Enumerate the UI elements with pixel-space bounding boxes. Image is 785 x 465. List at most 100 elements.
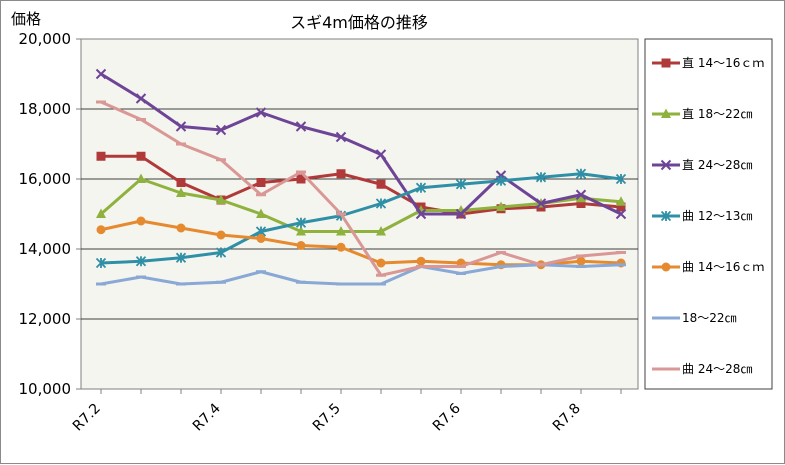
data-point — [256, 270, 266, 274]
data-point — [416, 256, 426, 266]
x-tick-label: R7.2 — [70, 401, 104, 435]
data-point — [376, 179, 386, 189]
data-point — [576, 254, 586, 258]
series-line — [101, 154, 622, 216]
series-7 — [96, 100, 626, 277]
data-point — [296, 280, 306, 284]
data-point — [176, 187, 186, 197]
data-point — [136, 173, 146, 183]
data-point — [95, 257, 107, 269]
data-point — [175, 252, 187, 263]
data-point — [295, 121, 307, 132]
data-point — [135, 256, 147, 267]
legend-label: 直 14～16ｃｍ — [682, 56, 764, 70]
data-point — [216, 230, 226, 240]
data-point — [456, 272, 466, 275]
x-tick-label: R7.8 — [550, 401, 584, 435]
data-point — [615, 173, 627, 185]
data-point — [375, 198, 387, 209]
data-point — [216, 158, 226, 162]
data-point — [176, 142, 186, 146]
data-point — [295, 217, 307, 228]
data-point — [576, 192, 586, 203]
data-point — [375, 149, 387, 160]
x-axis-ticks: R7.2 R7.4 R7.5 R7.6 R7.8 — [70, 389, 622, 435]
data-point — [576, 265, 586, 268]
data-point — [496, 251, 506, 254]
legend-label: 曲 24～28㎝ — [682, 362, 752, 376]
legend-label: 曲 14～16ｃｍ — [682, 260, 764, 274]
data-point — [376, 273, 386, 277]
data-point — [176, 223, 186, 233]
data-point — [136, 118, 146, 121]
data-point — [296, 241, 306, 250]
series-2 — [96, 173, 626, 236]
legend-label: 直 24～28㎝ — [682, 158, 752, 172]
data-point — [376, 258, 386, 268]
data-point — [456, 265, 466, 268]
series-3 — [95, 68, 627, 220]
data-point — [215, 124, 227, 136]
data-point — [215, 247, 227, 258]
data-point — [496, 201, 506, 211]
y-tick-label: 18,000 — [19, 100, 72, 118]
data-point — [176, 178, 186, 187]
data-point — [616, 251, 626, 254]
data-point — [575, 168, 587, 179]
data-point — [661, 367, 671, 371]
data-point — [660, 159, 672, 171]
data-point — [335, 131, 347, 143]
data-point — [415, 208, 427, 220]
data-point — [536, 263, 546, 267]
data-point — [336, 169, 346, 179]
data-point — [336, 242, 346, 252]
data-point — [296, 174, 306, 184]
data-point — [96, 100, 106, 104]
data-point — [661, 58, 671, 68]
y-tick-label: 14,000 — [19, 240, 72, 258]
data-point — [576, 199, 586, 208]
series-line — [100, 172, 622, 265]
data-point — [216, 280, 226, 284]
data-point — [96, 151, 106, 161]
x-tick-label: R7.5 — [310, 401, 344, 435]
data-point — [135, 93, 147, 104]
data-point — [175, 121, 187, 132]
data-point — [535, 172, 547, 183]
data-point — [256, 208, 266, 218]
y-tick-label: 20,000 — [19, 30, 72, 48]
data-point — [256, 178, 266, 187]
legend-label: 18～22㎝ — [682, 311, 737, 325]
data-point — [455, 179, 467, 190]
data-point — [136, 275, 146, 279]
data-point — [336, 282, 346, 286]
legend-item: 曲 12～13㎝ — [652, 209, 752, 223]
y-tick-label: 16,000 — [19, 170, 72, 188]
data-point — [576, 256, 586, 266]
x-tick-label: R7.4 — [190, 400, 224, 434]
legend-item: 曲 24～28㎝ — [652, 362, 752, 376]
y-axis-label: 価格 — [11, 10, 41, 28]
data-point — [136, 151, 146, 161]
data-point — [95, 68, 107, 80]
data-point — [255, 107, 267, 118]
data-point — [575, 189, 587, 200]
data-point — [535, 198, 547, 209]
y-axis-ticks: 10,000 12,000 14,000 16,000 18,000 20,000 — [19, 30, 81, 398]
data-point — [661, 316, 671, 320]
legend-item: 直 18～22㎝ — [652, 107, 752, 121]
legend-item: 直 14～16ｃｍ — [652, 56, 764, 70]
data-point — [256, 193, 266, 197]
data-point — [256, 234, 266, 243]
data-point — [415, 182, 427, 193]
data-point — [416, 265, 426, 268]
y-tick-label: 12,000 — [19, 310, 72, 328]
data-point — [616, 196, 626, 206]
data-point — [455, 208, 467, 220]
data-point — [615, 208, 627, 220]
data-point — [136, 216, 146, 226]
data-point — [661, 262, 671, 272]
data-point — [336, 226, 346, 236]
